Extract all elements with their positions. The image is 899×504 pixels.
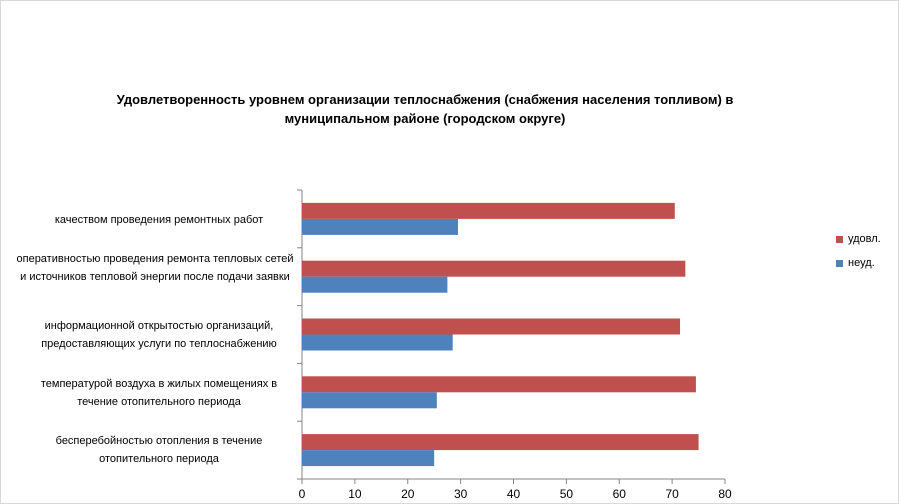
bar-udovl	[302, 202, 675, 219]
x-tick-label: 20	[401, 487, 415, 501]
x-tick-label: 10	[348, 487, 362, 501]
bar-neud	[302, 450, 435, 467]
category-label: качеством проведения ремонтных работ	[54, 214, 264, 226]
bar-udovl	[302, 260, 686, 277]
bar-neud	[302, 218, 458, 235]
bar-udovl	[302, 434, 699, 451]
legend-item-udovl: удовл.	[836, 233, 881, 245]
category-label: бесперебойностью отопления в течение ото…	[55, 435, 263, 465]
x-tick-label: 0	[299, 487, 306, 501]
category-label: оперативностью проведения ремонта теплов…	[16, 253, 294, 283]
x-tick-label: 30	[454, 487, 468, 501]
bar-neud	[302, 276, 448, 293]
chart-title: Удовлетворенность уровнем организации те…	[116, 92, 734, 126]
x-tick-label: 50	[560, 487, 574, 501]
category-label: температурой воздуха в жилых помещениях …	[40, 378, 278, 408]
x-tick-label: 40	[507, 487, 521, 501]
x-tick-label: 60	[613, 487, 627, 501]
legend-swatch-udovl	[836, 235, 843, 243]
legend-label-udovl: удовл.	[848, 233, 881, 245]
legend-label-neud: неуд.	[848, 257, 875, 269]
bar-udovl	[302, 318, 681, 335]
x-tick-label: 80	[718, 487, 732, 501]
x-tick-label: 70	[665, 487, 679, 501]
bar-udovl	[302, 376, 696, 393]
legend-item-neud: неуд.	[836, 257, 875, 269]
legend-swatch-neud	[836, 259, 843, 267]
bar-neud	[302, 392, 437, 409]
category-label: информационной открытостью организаций, …	[41, 320, 277, 350]
bar-neud	[302, 334, 453, 351]
